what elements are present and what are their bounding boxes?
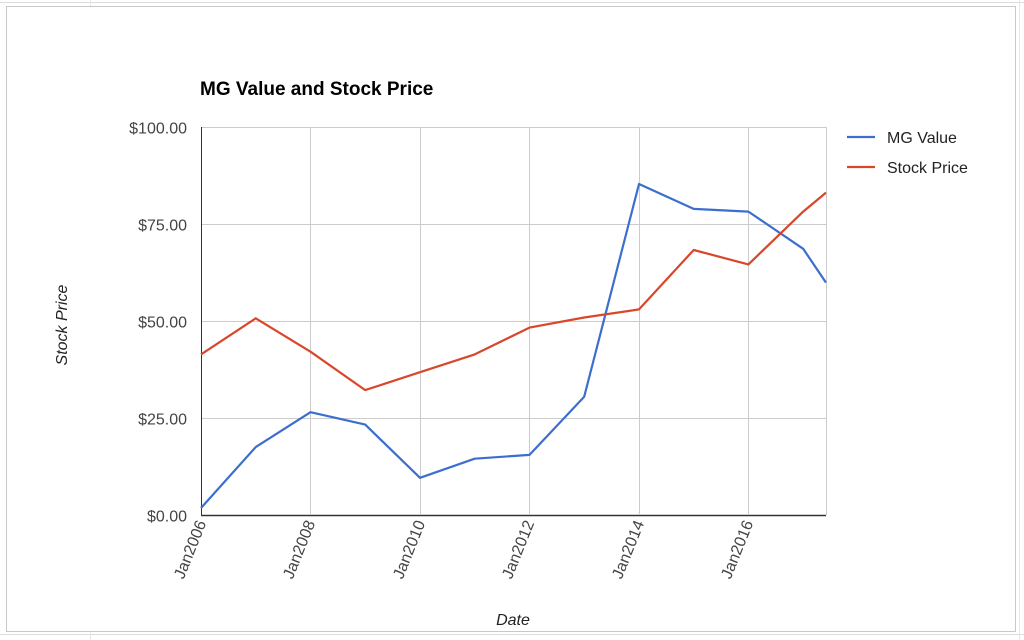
x-tick-label: Jan2012 (499, 518, 538, 581)
y-tick-label: $75.00 (138, 218, 187, 235)
y-tick-label: $0.00 (147, 509, 187, 526)
x-tick-label: Jan2006 (171, 518, 210, 581)
legend-item-stock-price[interactable]: Stock Price (847, 160, 968, 177)
y-tick-label: $50.00 (138, 315, 187, 332)
y-tick-label: $25.00 (138, 412, 187, 429)
legend-label: Stock Price (887, 160, 968, 177)
x-axis-ticks: Jan2006 Jan2008 Jan2010 Jan2012 Jan2014 Jan20… (171, 518, 757, 581)
chart-container[interactable]: MG Value and Stock Price $0.00 $25.00 $50.… (6, 6, 1016, 632)
x-tick-label: Jan2010 (390, 518, 429, 581)
line-chart: MG Value and Stock Price $0.00 $25.00 $50.… (54, 79, 968, 629)
series-layer (200, 182, 827, 509)
legend-item-mg-value[interactable]: MG Value (847, 130, 957, 147)
series-line-stock-price (200, 191, 827, 392)
y-axis-ticks: $0.00 $25.00 $50.00 $75.00 $100.00 (129, 121, 187, 526)
legend-label: MG Value (887, 130, 957, 147)
y-axis-title: Stock Price (54, 284, 71, 365)
x-tick-label: Jan2014 (609, 518, 648, 581)
x-tick-label: Jan2016 (718, 518, 757, 581)
legend[interactable]: MG Value Stock Price (847, 130, 968, 177)
grid-layer (201, 127, 827, 517)
chart-title: MG Value and Stock Price (200, 79, 433, 100)
x-tick-label: Jan2008 (280, 518, 319, 581)
y-tick-label: $100.00 (129, 121, 187, 138)
series-line-mg-value (200, 182, 827, 509)
x-axis-title: Date (496, 612, 530, 629)
